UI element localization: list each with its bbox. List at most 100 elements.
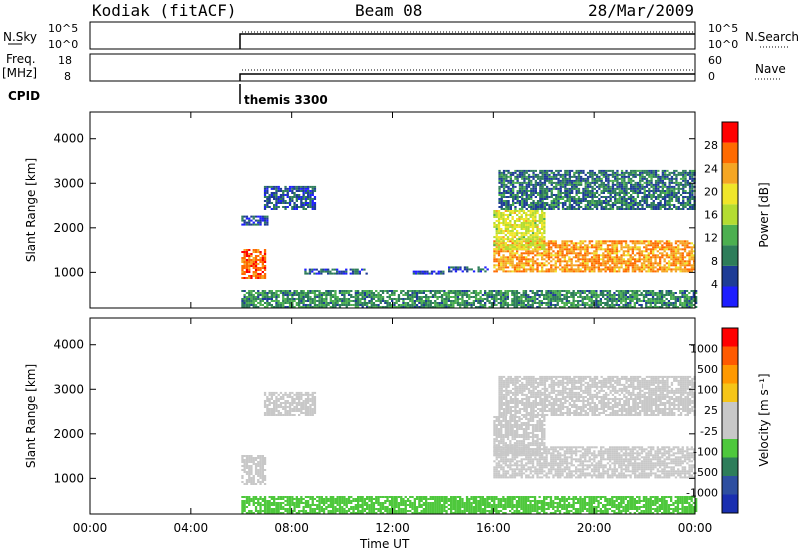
data-cell bbox=[357, 298, 360, 300]
data-cell bbox=[502, 242, 505, 245]
data-cell bbox=[502, 171, 506, 174]
data-cell bbox=[668, 181, 671, 184]
data-cell bbox=[543, 270, 546, 273]
data-cell bbox=[543, 183, 547, 186]
data-cell bbox=[659, 242, 662, 245]
data-cell bbox=[590, 258, 594, 261]
data-cell bbox=[606, 244, 610, 247]
data-cell bbox=[672, 248, 675, 251]
data-cell bbox=[685, 304, 689, 306]
data-cell bbox=[266, 185, 269, 188]
data-cell bbox=[511, 226, 514, 228]
data-cell bbox=[667, 294, 671, 296]
data-cell bbox=[243, 461, 246, 463]
data-cell bbox=[682, 198, 685, 200]
data-cell bbox=[618, 262, 621, 265]
data-cell bbox=[543, 258, 546, 261]
data-cell bbox=[611, 298, 614, 300]
data-cell bbox=[304, 202, 308, 204]
data-cell bbox=[575, 183, 578, 186]
data-cell bbox=[257, 479, 260, 481]
data-cell bbox=[474, 292, 478, 294]
data-cell bbox=[618, 196, 621, 198]
data-cell bbox=[342, 272, 346, 275]
data-cell bbox=[411, 302, 414, 304]
data-cell bbox=[534, 232, 537, 235]
data-cell bbox=[607, 185, 610, 188]
data-cell bbox=[618, 242, 621, 245]
data-cell bbox=[632, 202, 635, 204]
data-cell bbox=[284, 294, 287, 296]
data-cell bbox=[620, 242, 623, 245]
data-cell bbox=[307, 304, 310, 306]
data-cell bbox=[245, 304, 249, 306]
data-cell bbox=[558, 294, 562, 296]
data-cell bbox=[543, 218, 546, 220]
data-cell bbox=[311, 185, 314, 188]
data-cell bbox=[436, 306, 439, 308]
data-cell bbox=[688, 204, 692, 206]
data-cell bbox=[593, 192, 596, 194]
data-cell bbox=[259, 267, 262, 269]
data-cell bbox=[657, 185, 660, 188]
data-cell bbox=[647, 298, 650, 300]
data-cell bbox=[570, 262, 573, 265]
data-cell bbox=[550, 183, 553, 186]
data-cell bbox=[520, 228, 523, 230]
data-cell bbox=[638, 254, 641, 257]
data-cell bbox=[618, 260, 621, 263]
data-cell bbox=[259, 251, 262, 253]
data-cell bbox=[632, 204, 635, 206]
data-cell bbox=[286, 393, 289, 396]
data-cell bbox=[502, 232, 505, 235]
data-cell bbox=[639, 192, 642, 194]
data-cell bbox=[575, 190, 578, 192]
data-cell bbox=[620, 202, 624, 204]
data-cell bbox=[586, 266, 589, 269]
data-cell bbox=[684, 183, 687, 186]
data-cell bbox=[248, 275, 251, 277]
data-cell bbox=[541, 234, 544, 237]
data-cell bbox=[622, 258, 625, 261]
data-cell bbox=[626, 298, 630, 300]
data-cell bbox=[584, 250, 587, 253]
data-cell bbox=[472, 300, 475, 302]
data-cell bbox=[575, 185, 578, 188]
data-cell bbox=[673, 181, 676, 184]
data-cell bbox=[589, 169, 592, 172]
data-cell bbox=[514, 185, 517, 188]
data-cell bbox=[513, 256, 517, 259]
data-cell bbox=[691, 208, 694, 210]
data-cell bbox=[333, 268, 337, 271]
data-cell bbox=[651, 290, 655, 292]
data-cell bbox=[652, 196, 655, 198]
data-cell bbox=[577, 208, 581, 210]
data-cell bbox=[647, 294, 650, 296]
data-cell bbox=[559, 185, 562, 188]
data-cell bbox=[252, 257, 255, 259]
data-cell bbox=[293, 290, 296, 292]
data-cell bbox=[504, 292, 507, 294]
data-cell bbox=[609, 179, 612, 182]
data-cell bbox=[493, 264, 496, 267]
data-cell bbox=[402, 298, 405, 300]
data-cell bbox=[643, 187, 646, 190]
data-cell bbox=[268, 391, 271, 394]
data-cell bbox=[605, 185, 608, 188]
data-cell bbox=[602, 290, 605, 292]
data-cell bbox=[604, 294, 607, 296]
data-cell bbox=[645, 302, 648, 304]
data-cell bbox=[634, 248, 637, 251]
data-cell bbox=[261, 290, 264, 292]
data-cell bbox=[623, 192, 626, 194]
data-cell bbox=[586, 208, 590, 210]
data-cell bbox=[338, 290, 342, 292]
data-cell bbox=[452, 306, 455, 308]
data-cell bbox=[332, 306, 335, 308]
data-cell bbox=[490, 292, 494, 294]
data-cell bbox=[566, 183, 569, 186]
data-cell bbox=[293, 192, 296, 194]
data-cell bbox=[525, 200, 528, 202]
data-cell bbox=[361, 304, 364, 306]
data-cell bbox=[577, 173, 581, 176]
